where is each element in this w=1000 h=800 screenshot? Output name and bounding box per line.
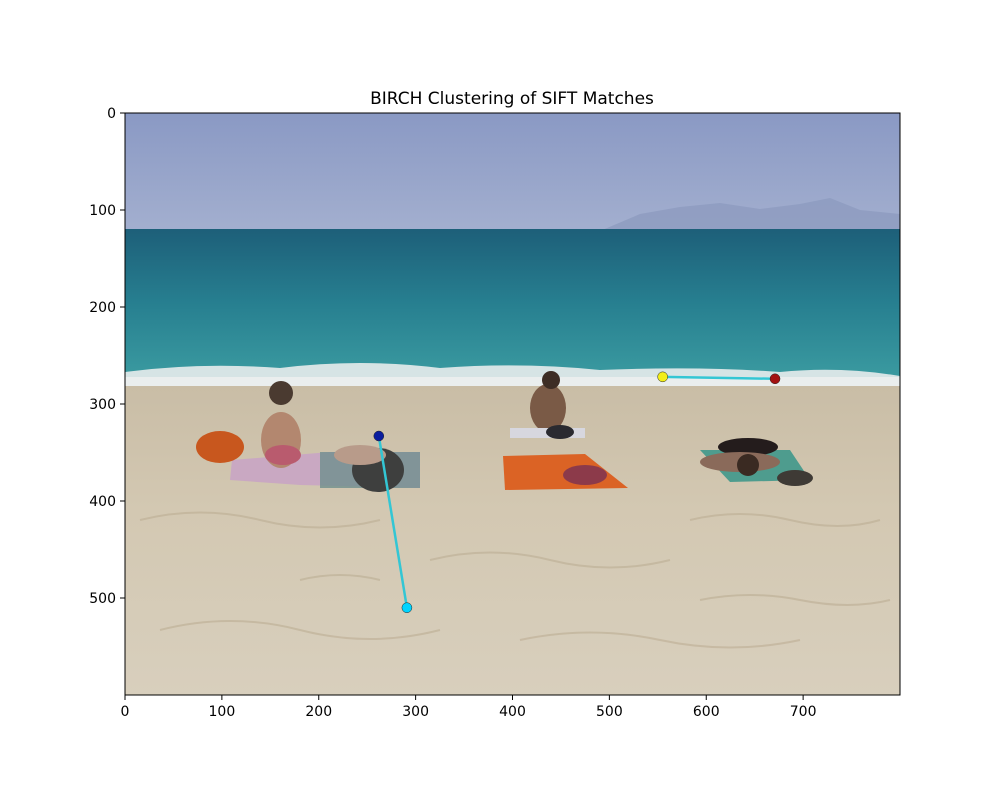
y-tick-label: 100 [89,203,116,219]
x-tick-label: 300 [402,704,429,720]
match-line [662,375,776,381]
middle-towel-group [503,371,628,490]
x-tick-label: 500 [596,704,623,720]
left-towel-group [196,381,420,492]
y-axis-ticks: 0 100 200 300 400 500 [89,106,125,607]
y-tick-label: 400 [89,494,116,510]
x-tick-label: 600 [693,704,720,720]
match-start-point [373,430,385,442]
distant-hills [600,198,900,231]
x-tick-label: 200 [305,704,332,720]
sea-region [125,229,900,377]
match-lines-layer [373,371,781,613]
y-tick-label: 200 [89,300,116,316]
x-tick-label: 0 [121,704,130,720]
match-start-point [657,371,668,383]
x-axis-ticks: 0 100 200 300 400 500 600 700 [121,695,817,720]
beach-photo [125,113,900,695]
y-tick-label: 300 [89,397,116,413]
x-tick-label: 700 [790,704,817,720]
match-end-point [769,373,781,385]
surf-foam [125,363,900,392]
sand-ripples [139,511,891,649]
x-tick-label: 100 [209,704,236,720]
chart-title: BIRCH Clustering of SIFT Matches [370,89,654,109]
match-end-point [401,602,413,613]
x-tick-label: 400 [499,704,526,720]
match-line [377,435,409,608]
y-tick-label: 500 [89,591,116,607]
y-tick-label: 0 [107,106,116,122]
right-towel-group [700,438,813,486]
